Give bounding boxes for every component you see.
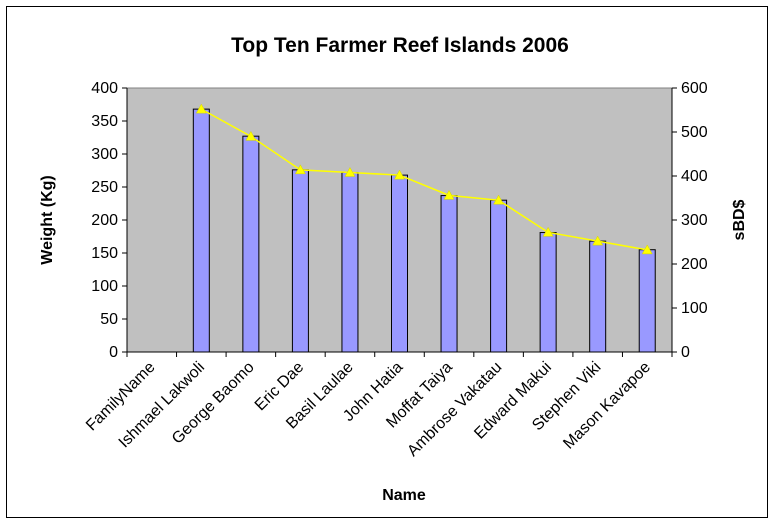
line-point-5 [394,169,405,180]
bar-6 [440,195,458,353]
y2-axis-title: sBD$ [731,199,748,240]
bar-3 [291,169,309,353]
line-point-6 [443,189,455,200]
bar-1 [192,108,210,353]
y2-tick-label-0: 0 [681,344,690,361]
y2-tick-label-3: 300 [681,212,708,229]
y2-tick-label-2: 200 [681,256,708,273]
bar-4 [341,171,359,353]
x-axis-title: Name [382,487,426,504]
bar-7 [490,199,508,353]
bar-8 [539,232,557,353]
line-point-2 [245,130,257,141]
y2-tick-label-1: 100 [681,300,708,317]
line-point-1 [195,103,207,114]
y-tick-label-4: 200 [91,212,118,229]
bar-10 [638,249,656,353]
y2-tick-label-5: 500 [681,124,708,141]
x-tick-label-10: Mason Kavapoe [560,359,654,453]
plot-area-group: 0 50 100 150 200 250 300 350 400 0 100 200 300 400 500… [83,80,708,460]
y-tick-label-7: 350 [91,113,118,130]
y-tick-label-5: 250 [91,179,118,196]
y-tick-label-6: 300 [91,146,118,163]
line-point-7 [493,194,505,205]
y-tick-label-1: 50 [100,311,118,328]
line-point-4 [344,166,356,177]
bar-2 [242,135,260,353]
y2-tick-label-4: 400 [681,168,708,185]
line-point-10 [641,244,653,255]
y-tick-label-2: 100 [91,278,118,295]
line-point-8 [542,226,554,237]
line-series [200,108,648,251]
line-point-9 [592,235,604,246]
y-tick-label-3: 150 [91,245,118,262]
y-tick-label-8: 400 [91,80,118,97]
line-point-3 [294,164,306,175]
y-axis-title: Weight (Kg) [39,175,56,264]
x-tick-label-1: Ishmael Lakwoli [116,359,209,452]
bar-9 [589,240,607,353]
y2-tick-label-6: 600 [681,80,708,97]
chart-title: Top Ten Farmer Reef Islands 2006 [231,34,569,57]
bar-5 [391,174,408,353]
x-tick-label-7: Ambrose Vakatau [404,359,505,460]
y-tick-label-0: 0 [109,344,118,361]
